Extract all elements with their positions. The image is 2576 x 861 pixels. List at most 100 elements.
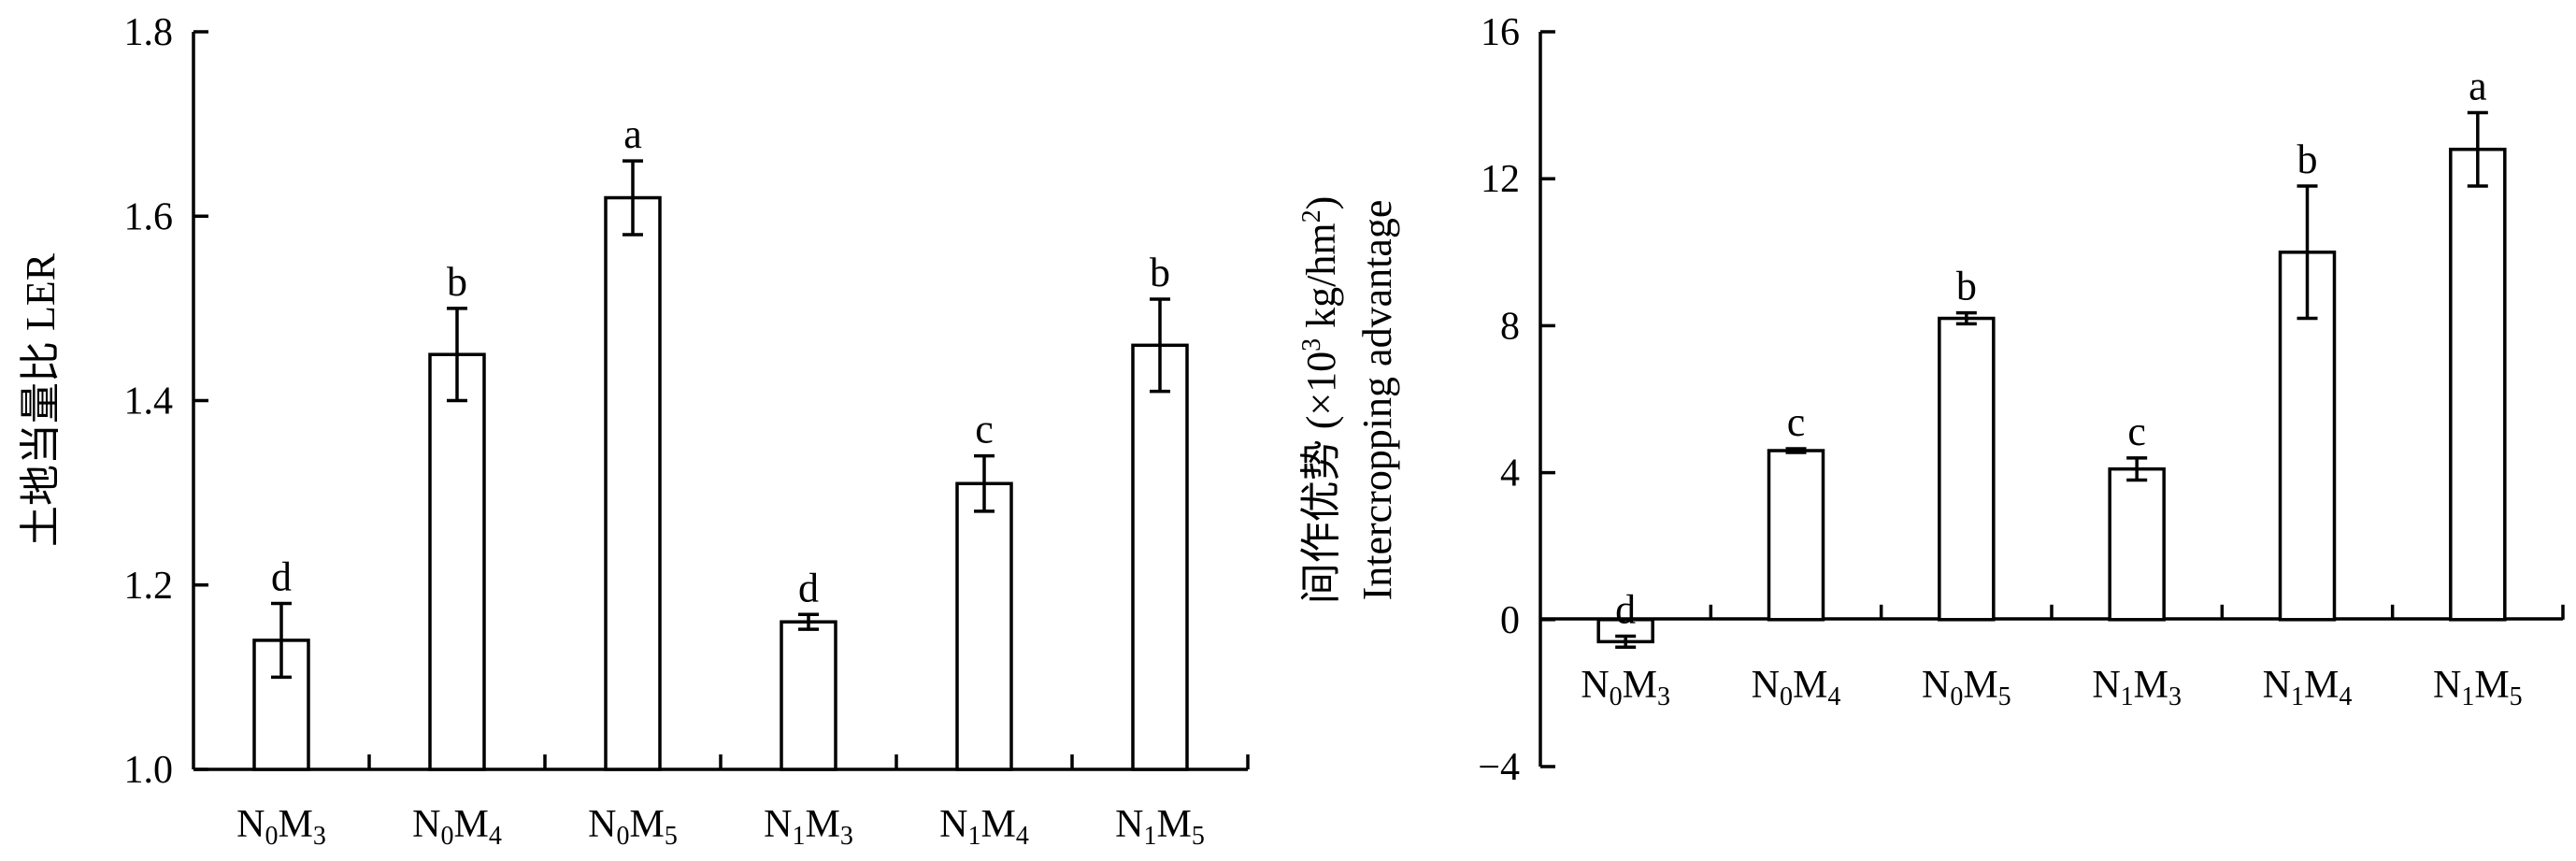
cat-main: N [764, 803, 792, 846]
cat-main: N [412, 803, 440, 846]
cat-main: N [1581, 664, 1609, 707]
right-y-tick-label-4: 12 [1481, 158, 1520, 201]
right-bars: d c b c b a [1596, 63, 2565, 650]
left-significance-label-4: c [975, 407, 994, 452]
cat-sub: 1 [1143, 822, 1156, 851]
cat-main: M [1156, 803, 1191, 846]
left-bar-2 [604, 195, 662, 771]
cat-main: M [629, 803, 664, 846]
cat-sub: 3 [840, 822, 853, 851]
left-y-tick-label-2: 1.4 [124, 380, 174, 423]
left-bar-0 [252, 639, 310, 771]
cat-main: N [236, 803, 265, 846]
left-bar-1 [428, 352, 486, 771]
right-bar-5 [2449, 148, 2507, 622]
cat-sub: 3 [1657, 682, 1670, 711]
cat-main: N [1922, 664, 1950, 707]
cat-main: M [2134, 664, 2168, 707]
right-significance-label-2: b [1956, 264, 1977, 309]
left-y-tick-label-1: 1.2 [124, 565, 174, 608]
right-y-tick-label-1: 0 [1500, 599, 1520, 642]
left-y-ticks: 1.0 1.2 1.4 1.6 1.8 [124, 11, 208, 792]
cat-sub: 4 [2339, 682, 2352, 711]
left-bar-4 [955, 481, 1013, 771]
right-category-label-3: N1M3 [2092, 664, 2182, 711]
right-significance-label-0: d [1615, 586, 1636, 632]
right-category-label-4: N1M4 [2263, 664, 2353, 711]
right-y-tick-label-5: 16 [1481, 11, 1520, 54]
left-y-tick-label-3: 1.6 [124, 195, 174, 238]
cat-sub: 3 [2168, 682, 2182, 711]
cat-sub: 0 [440, 822, 453, 851]
right-ylabel-part2: kg/hm [1298, 222, 1344, 337]
right-y-axis-title-line2: Intercropping advantage [1354, 200, 1400, 601]
right-significance-label-1: c [1787, 399, 1806, 445]
left-y-tick-label-0: 1.0 [124, 749, 174, 792]
cat-sub: 1 [2461, 682, 2474, 711]
left-significance-label-3: d [798, 565, 819, 610]
cat-sub: 0 [616, 822, 629, 851]
left-y-axis-title: 土地当量比 LER [18, 252, 64, 547]
cat-main: M [1793, 664, 1827, 707]
right-category-label-2: N0M5 [1922, 664, 2011, 711]
left-bar-5 [1131, 343, 1189, 771]
cat-sub: 4 [1827, 682, 1840, 711]
left-category-label-1: N0M4 [412, 803, 502, 851]
cat-main: N [2263, 664, 2291, 707]
right-ylabel-sup1: 3 [1297, 338, 1326, 352]
cat-sub: 1 [2291, 682, 2304, 711]
left-category-label-0: N0M3 [236, 803, 326, 851]
right-y-tick-label-0: −4 [1478, 746, 1520, 789]
cat-main: M [1963, 664, 1997, 707]
right-ylabel-sup2: 2 [1297, 209, 1326, 222]
cat-main: N [2433, 664, 2461, 707]
cat-sub: 5 [665, 822, 678, 851]
left-significance-label-5: b [1150, 250, 1170, 295]
left-significance-label-1: b [447, 259, 467, 305]
left-significance-label-0: d [271, 553, 292, 599]
left-category-labels: N0M3 N0M4 N0M5 N1M3 N1M4 N1M5 [236, 803, 1205, 851]
right-significance-label-5: a [2469, 63, 2487, 108]
cat-sub: 0 [1950, 682, 1963, 711]
right-category-label-5: N1M5 [2433, 664, 2523, 711]
cat-main: M [278, 803, 312, 846]
right-category-label-1: N0M4 [1752, 664, 1841, 711]
cat-sub: 0 [265, 822, 278, 851]
cat-sub: 4 [489, 822, 502, 851]
cat-main: M [453, 803, 488, 846]
right-significance-label-3: c [2127, 409, 2146, 454]
cat-sub: 5 [1998, 682, 2011, 711]
cat-sub: 3 [313, 822, 326, 851]
right-bar-2 [1938, 316, 1996, 622]
left-category-label-5: N1M5 [1115, 803, 1205, 851]
left-significance-label-2: a [623, 111, 642, 157]
right-y-tick-label-2: 4 [1500, 452, 1520, 495]
cat-sub: 1 [792, 822, 805, 851]
right-y-ticks: −4 0 4 8 12 16 [1478, 11, 1555, 789]
cat-main: M [2474, 664, 2509, 707]
right-chart: 间作优势 (×103 kg/hm2) Intercropping advanta… [1297, 11, 2565, 789]
right-y-tick-label-3: 8 [1500, 305, 1520, 348]
cat-main: N [1752, 664, 1780, 707]
left-category-label-4: N1M4 [939, 803, 1029, 851]
cat-sub: 0 [1780, 682, 1793, 711]
right-ylabel-part3: ) [1298, 196, 1344, 210]
cat-sub: 5 [2510, 682, 2523, 711]
right-significance-label-4: b [2297, 136, 2318, 182]
cat-main: M [805, 803, 839, 846]
right-bar-3 [2108, 466, 2166, 622]
cat-sub: 4 [1016, 822, 1029, 851]
cat-sub: 5 [1192, 822, 1205, 851]
right-ylabel-part1: 间作优势 (×10 [1298, 352, 1344, 604]
cat-main: M [2304, 664, 2339, 707]
right-category-label-0: N0M3 [1581, 664, 1670, 711]
left-category-label-3: N1M3 [764, 803, 853, 851]
left-bars: d b a d c b [252, 111, 1250, 771]
cat-main: N [588, 803, 616, 846]
cat-main: M [980, 803, 1015, 846]
cat-sub: 0 [1610, 682, 1623, 711]
cat-main: N [1115, 803, 1143, 846]
left-bar-3 [780, 620, 837, 771]
